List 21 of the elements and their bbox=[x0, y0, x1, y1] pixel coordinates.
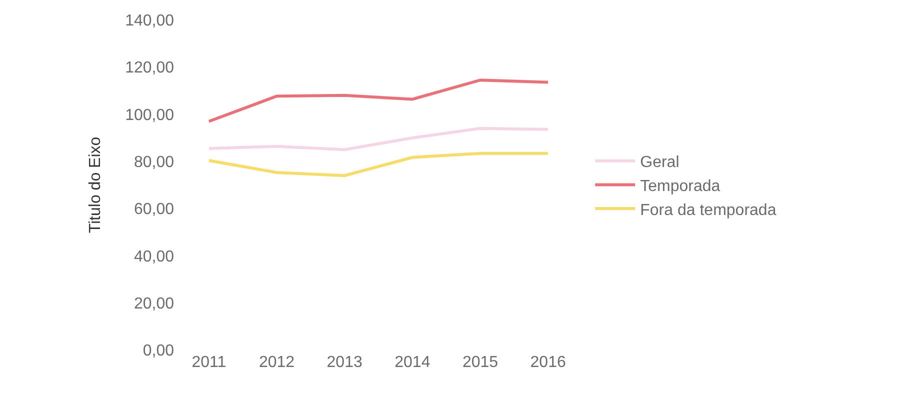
x-tick-label: 2011 bbox=[192, 354, 226, 371]
y-tick-label: 40,00 bbox=[134, 248, 174, 266]
y-tick-label: 140,00 bbox=[125, 12, 174, 30]
x-tick-label: 2014 bbox=[394, 354, 430, 371]
y-tick-label: 80,00 bbox=[134, 154, 174, 172]
y-tick-label: 100,00 bbox=[125, 106, 174, 124]
x-tick-label: 2013 bbox=[326, 354, 362, 371]
y-tick-label: 0,00 bbox=[142, 342, 174, 360]
legend-label: Temporada bbox=[640, 178, 720, 195]
y-tick-label: 60,00 bbox=[134, 201, 174, 218]
y-axis-title: Titulo do Eixo bbox=[86, 136, 104, 234]
line-series bbox=[207, 78, 550, 123]
line-series bbox=[207, 126, 550, 152]
x-tick-label: 2012 bbox=[258, 354, 295, 371]
line-series bbox=[207, 152, 550, 178]
legend-label: Fora da temporada bbox=[640, 202, 776, 219]
y-tick-label: 20,00 bbox=[134, 295, 174, 312]
x-tick-label: 2016 bbox=[530, 354, 566, 371]
y-tick-label: 120,00 bbox=[125, 60, 174, 77]
x-tick-label: 2015 bbox=[462, 354, 498, 371]
legend-label: Geral bbox=[640, 154, 680, 172]
